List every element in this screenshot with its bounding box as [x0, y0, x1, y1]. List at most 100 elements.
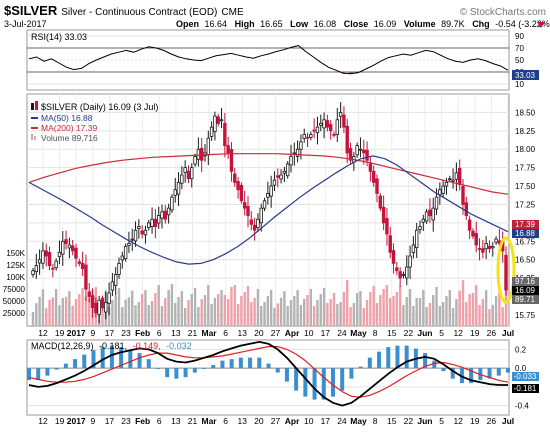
candle-body-57: [219, 119, 224, 122]
low-value: 16.08: [314, 19, 337, 29]
candle-body-43: [173, 189, 177, 196]
candle-body-89: [325, 120, 330, 128]
candle-body-16: [84, 264, 88, 290]
candle-body-38: [156, 215, 161, 224]
rsi-oversold-fill: [339, 72, 363, 74]
candle-body-83: [305, 136, 310, 139]
candle-body-85: [312, 129, 316, 132]
volume-bar-1: [35, 303, 38, 326]
price-tick-label-0: 15.75: [515, 311, 536, 320]
volume-bar-59: [226, 299, 230, 326]
volume-bar-40: [164, 298, 167, 326]
candle-body-6: [51, 267, 55, 270]
candle-body-7: [54, 260, 58, 269]
volume-bar-42: [170, 284, 174, 326]
candle-body-122: [434, 196, 439, 210]
macd-hist-bar-6: [82, 354, 87, 369]
candle-body-63: [239, 184, 244, 202]
volume-tick-label-3: 100K: [6, 273, 25, 282]
volume-bar-95: [346, 280, 349, 326]
volume-bar-129: [458, 290, 461, 326]
candle-body-62: [236, 181, 240, 191]
candle-body-143: [504, 254, 508, 291]
macd-badges: -0.033 -0.181: [512, 372, 539, 393]
macd-date-tick-label-25: 12: [453, 416, 463, 426]
candle-body-20: [97, 299, 101, 315]
candle-body-115: [411, 244, 416, 253]
vol-badge-c-box: [512, 295, 539, 304]
candle-body-60: [229, 148, 234, 172]
candle-body-41: [166, 207, 171, 216]
macd-hist-bar-37: [367, 357, 372, 369]
candle-body-53: [206, 137, 211, 156]
volume-bar-118: [422, 290, 425, 326]
candle-body-81: [299, 141, 303, 150]
candle-body-136: [481, 248, 485, 253]
date-tick-label-13: 20: [254, 328, 264, 338]
candle-body-65: [246, 205, 250, 216]
macd-date-tick-label-20: 8: [373, 416, 378, 426]
candle-body-10: [64, 239, 68, 244]
candle-body-68: [256, 218, 260, 229]
macd-tick-label-1: 0.0: [515, 364, 527, 373]
candle-body-126: [448, 178, 452, 181]
candle-body-17: [87, 291, 91, 297]
volume-bar-137: [484, 290, 488, 326]
volume-bar-132: [468, 294, 471, 326]
volume-bar-112: [402, 305, 405, 326]
volume-bar-89: [326, 303, 329, 326]
candle-body-61: [233, 173, 237, 183]
date-tick-label-27: 26: [487, 328, 497, 338]
candle-body-128: [454, 172, 459, 180]
candle-body-42: [170, 196, 174, 211]
macd-hist-bar-21: [220, 360, 225, 369]
volume-bar-74: [276, 303, 279, 326]
candle-body-84: [309, 134, 313, 138]
volume-bar-104: [375, 303, 379, 326]
volume-bar-47: [187, 300, 190, 326]
volume-bar-44: [177, 297, 180, 326]
ma50-badge-box: [512, 229, 539, 238]
macd-badge-box: [512, 384, 539, 393]
volume-bar-7: [54, 289, 58, 326]
macd-date-tick-label-21: 15: [387, 416, 397, 426]
candle-body-69: [259, 207, 263, 224]
candle-body-2: [37, 259, 42, 264]
volume-bar-139: [491, 304, 494, 326]
candle-body-77: [285, 163, 290, 177]
volume-label: Volume: [404, 19, 436, 29]
volume-bar-51: [200, 299, 203, 326]
volume-bar-81: [299, 305, 303, 326]
high-value: 16.65: [260, 19, 283, 29]
volume-bar-67: [253, 297, 256, 326]
candle-body-64: [242, 202, 247, 209]
volume-bar-48: [190, 294, 193, 326]
macd-date-tick-label-5: 23: [121, 416, 131, 426]
volume-bar-13: [74, 299, 78, 326]
candle-body-112: [401, 274, 406, 276]
volume-bar-65: [246, 286, 250, 326]
date-tick-label-6: Feb: [135, 328, 150, 338]
volume-bar-28: [124, 299, 127, 326]
volume-bar-63: [240, 296, 243, 326]
macd-date-tick-label-27: 26: [487, 416, 497, 426]
macd-hist-bar-9: [109, 345, 114, 369]
date-tick-label-25: 12: [453, 328, 463, 338]
date-tick-label-8: 13: [171, 328, 181, 338]
volume-bar-26: [117, 288, 121, 326]
vol-badge-a-value: 97.16: [515, 277, 536, 286]
macd-hist-bar-44: [432, 360, 437, 369]
volume-bar-55: [213, 298, 217, 326]
candle-body-86: [315, 126, 320, 133]
price-tick-label-7: 17.75: [515, 164, 536, 173]
symbol: $SILVER: [4, 3, 58, 18]
date-tick-label-12: 13: [238, 328, 248, 338]
macd-hist-bar-32: [321, 368, 326, 400]
volume-bar-136: [481, 299, 485, 326]
volume-bar-83: [306, 295, 309, 326]
volume-bar-39: [160, 306, 164, 326]
candle-body-90: [328, 124, 333, 132]
date-tick-label-10: Mar: [202, 328, 218, 338]
volume-bar-9: [61, 298, 64, 326]
volume-bar-117: [418, 298, 422, 326]
